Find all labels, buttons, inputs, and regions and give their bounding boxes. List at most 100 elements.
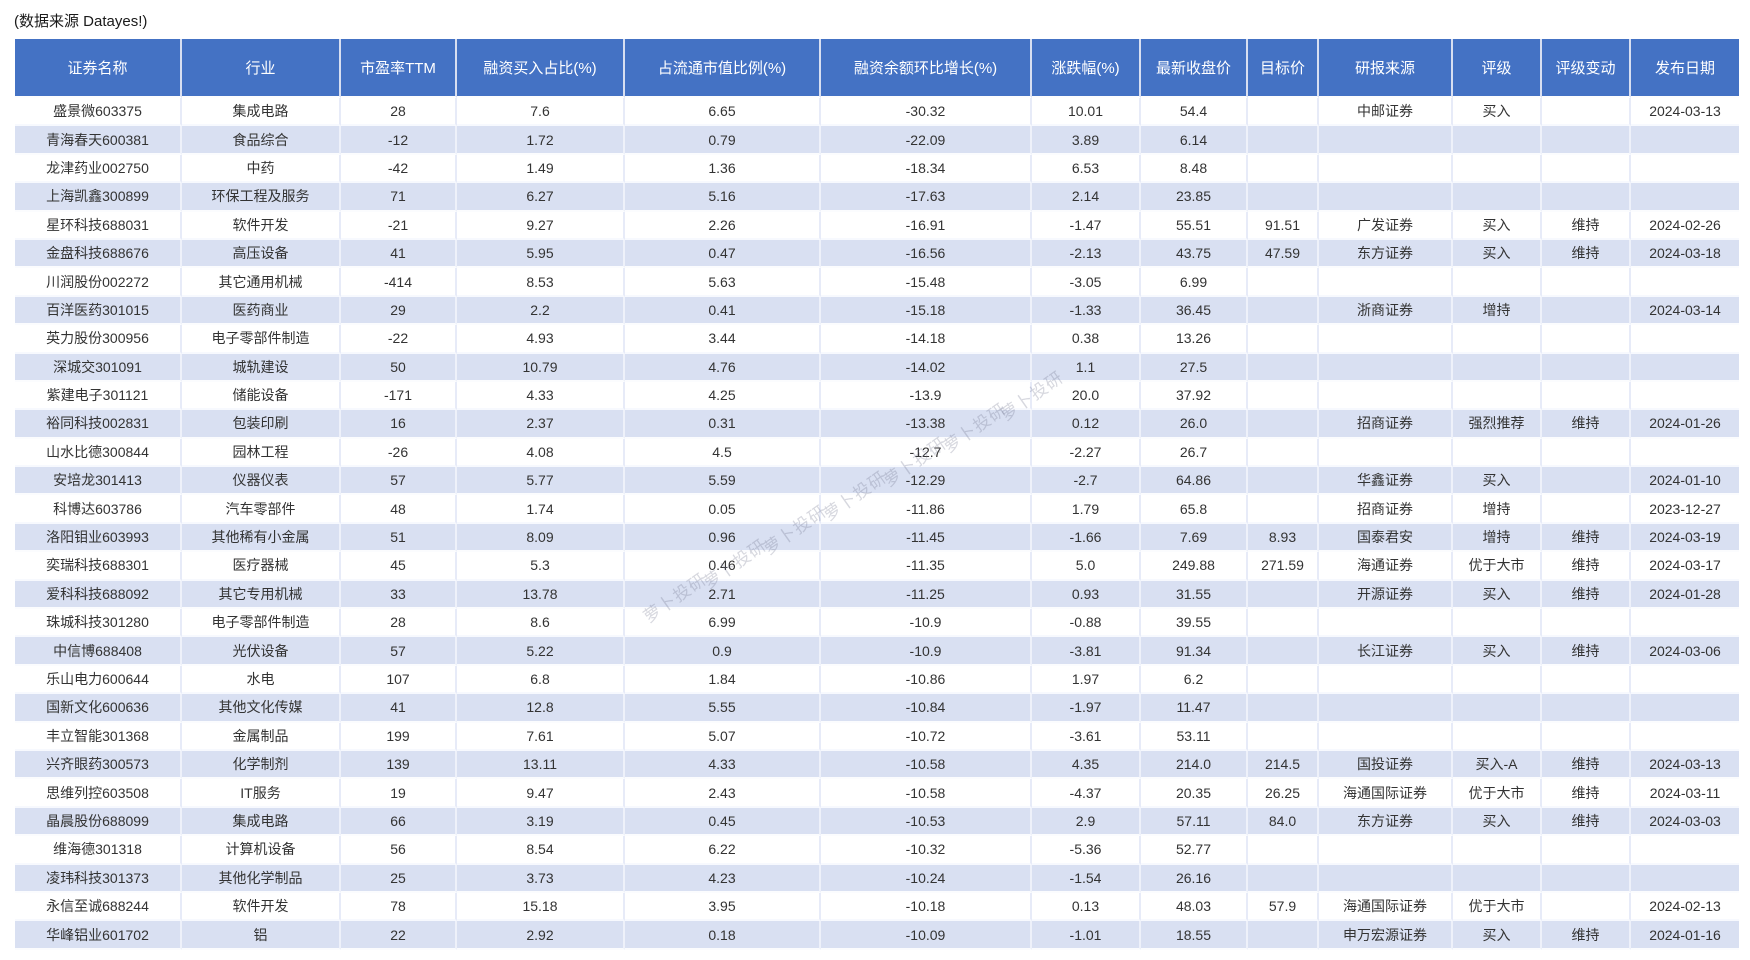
- table-cell: [1631, 268, 1739, 297]
- table-cell: 晶晨股份688099: [15, 807, 182, 837]
- data-source-note: (数据来源 Datayes!): [14, 13, 148, 30]
- table-cell: 78: [341, 892, 457, 922]
- table-cell: 66: [341, 807, 457, 837]
- table-cell: 优于大市: [1453, 552, 1542, 581]
- table-cell: 45: [341, 552, 457, 581]
- table-cell: -15.48: [821, 268, 1032, 297]
- table-cell: -14.18: [821, 325, 1032, 354]
- table-cell: -1.01: [1032, 921, 1141, 950]
- table-cell: [1453, 325, 1542, 354]
- column-header-8: 目标价: [1248, 39, 1319, 98]
- table-cell: 光伏设备: [182, 637, 341, 666]
- table-cell: 招商证券: [1319, 495, 1453, 524]
- table-cell: 1.36: [625, 154, 821, 184]
- table-cell: 2023-12-27: [1631, 495, 1739, 524]
- table-cell: [1542, 438, 1631, 468]
- table-cell: 东方证券: [1319, 807, 1453, 837]
- table-cell: 91.34: [1141, 637, 1248, 666]
- table-cell: [1453, 665, 1542, 695]
- table-cell: [1631, 864, 1739, 893]
- table-cell: 57.11: [1141, 807, 1248, 837]
- table-cell: 4.35: [1032, 750, 1141, 780]
- table-cell: 20.35: [1141, 779, 1248, 808]
- table-row: 思维列控603508 IT服务 19 9.47 2.43 -10.58 -4.37 20.35…: [15, 779, 1739, 808]
- table-cell: 2024-01-28: [1631, 580, 1739, 610]
- table-cell: -10.58: [821, 779, 1032, 808]
- table-cell: 2024-03-13: [1631, 750, 1739, 780]
- table-cell: 科博达603786: [15, 495, 182, 524]
- table-cell: 爱科科技688092: [15, 580, 182, 610]
- table-cell: -10.32: [821, 836, 1032, 865]
- table-cell: 3.89: [1032, 126, 1141, 155]
- table-cell: 海通国际证券: [1319, 779, 1453, 808]
- table-cell: 2.14: [1032, 183, 1141, 212]
- table-cell: 1.74: [457, 495, 625, 524]
- table-cell: 长江证券: [1319, 637, 1453, 666]
- table-cell: 金盘科技688676: [15, 239, 182, 269]
- table-cell: 中信博688408: [15, 637, 182, 666]
- table-cell: 集成电路: [182, 807, 341, 837]
- table-cell: 维持: [1542, 410, 1631, 439]
- table-row: 兴齐眼药300573 化学制剂 139 13.11 4.33 -10.58 4.35 214.…: [15, 750, 1739, 780]
- table-cell: 维持: [1542, 637, 1631, 666]
- table-cell: 0.79: [625, 126, 821, 155]
- table-cell: [1631, 722, 1739, 751]
- table-cell: [1248, 921, 1319, 950]
- table-row: 裕同科技002831 包装印刷 16 2.37 0.31 -13.38 0.12 26.0 招商…: [15, 410, 1739, 439]
- table-cell: 2024-02-13: [1631, 892, 1739, 922]
- table-row: 国新文化600636 其他文化传媒 41 12.8 5.55 -10.84 -1.97 11.…: [15, 694, 1739, 723]
- table-row: 深城交301091 城轨建设 50 10.79 4.76 -14.02 1.1 27.5: [15, 353, 1739, 382]
- table-cell: -1.33: [1032, 296, 1141, 326]
- table-cell: [1248, 609, 1319, 638]
- table-cell: 0.96: [625, 523, 821, 553]
- table-cell: 2024-03-11: [1631, 779, 1739, 808]
- table-cell: 2.26: [625, 211, 821, 240]
- table-cell: -26: [341, 438, 457, 468]
- table-cell: 20.0: [1032, 381, 1141, 411]
- table-cell: 丰立智能301368: [15, 722, 182, 751]
- column-header-6: 涨跌幅(%): [1032, 39, 1141, 98]
- table-cell: [1248, 154, 1319, 184]
- column-header-0: 证券名称: [15, 39, 182, 98]
- table-cell: 3.95: [625, 892, 821, 922]
- table-cell: 2024-03-06: [1631, 637, 1739, 666]
- table-cell: 买入: [1453, 637, 1542, 666]
- table-cell: [1453, 836, 1542, 865]
- table-cell: 海通证券: [1319, 552, 1453, 581]
- table-cell: 维持: [1542, 523, 1631, 553]
- table-cell: 国泰君安: [1319, 523, 1453, 553]
- table-cell: -11.25: [821, 580, 1032, 610]
- table-cell: [1631, 381, 1739, 411]
- table-cell: 海通国际证券: [1319, 892, 1453, 922]
- table-row: 洛阳钼业603993 其他稀有小金属 51 8.09 0.96 -11.45 -1.66 7.…: [15, 523, 1739, 553]
- table-cell: 27.5: [1141, 353, 1248, 382]
- table-cell: [1631, 126, 1739, 155]
- table-row: 乐山电力600644 水电 107 6.8 1.84 -10.86 1.97 6.2: [15, 665, 1739, 695]
- table-cell: 5.3: [457, 552, 625, 581]
- table-cell: 15.18: [457, 892, 625, 922]
- table-cell: 4.25: [625, 381, 821, 411]
- table-row: 丰立智能301368 金属制品 199 7.61 5.07 -10.72 -3.61 53.1…: [15, 722, 1739, 751]
- table-cell: 57: [341, 637, 457, 666]
- table-cell: [1248, 98, 1319, 127]
- table-cell: 食品综合: [182, 126, 341, 155]
- table-cell: -2.27: [1032, 438, 1141, 468]
- table-cell: 12.8: [457, 694, 625, 723]
- table-cell: 52.77: [1141, 836, 1248, 865]
- table-cell: [1542, 722, 1631, 751]
- table-cell: 国新文化600636: [15, 694, 182, 723]
- table-row: 紫建电子301121 储能设备 -171 4.33 4.25 -13.9 20.0 37.92: [15, 381, 1739, 411]
- table-cell: 2.9: [1032, 807, 1141, 837]
- table-cell: [1319, 353, 1453, 382]
- table-cell: 储能设备: [182, 381, 341, 411]
- table-row: 上海凯鑫300899 环保工程及服务 71 6.27 5.16 -17.63 2.14 23.…: [15, 183, 1739, 212]
- table-cell: 0.45: [625, 807, 821, 837]
- table-cell: [1453, 154, 1542, 184]
- table-cell: [1453, 722, 1542, 751]
- table-cell: 维持: [1542, 239, 1631, 269]
- table-cell: 5.07: [625, 722, 821, 751]
- table-cell: 买入: [1453, 467, 1542, 496]
- table-cell: 汽车零部件: [182, 495, 341, 524]
- table-cell: 星环科技688031: [15, 211, 182, 240]
